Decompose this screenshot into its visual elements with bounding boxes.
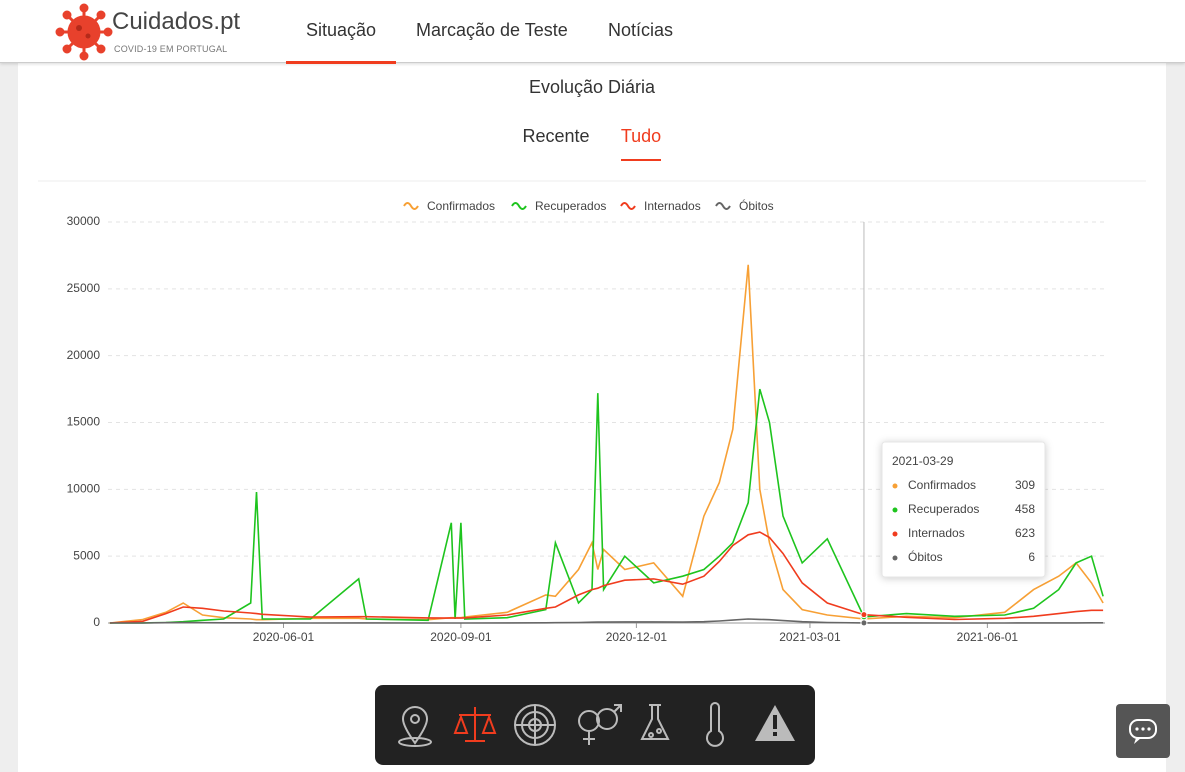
tooltip-value: 458 [1015, 502, 1035, 516]
logo-subtitle: COVID-19 EM PORTUGAL [114, 44, 228, 54]
toolbar [375, 685, 815, 765]
y-tick-label: 10000 [67, 482, 101, 496]
y-tick-label: 30000 [67, 214, 101, 228]
x-tick-label: 2020-06-01 [253, 630, 315, 644]
tooltip-value: 309 [1015, 478, 1035, 492]
tooltip-dot [892, 483, 898, 489]
tooltip: 2021-03-29 Confirmados 309 Recuperados 458 In… [881, 441, 1046, 578]
chat-icon [1129, 719, 1157, 744]
y-tick-label: 5000 [73, 548, 100, 562]
tooltip-value: 6 [1028, 550, 1035, 564]
legend-item[interactable]: Recuperados [511, 199, 606, 213]
legend-icon [403, 202, 419, 210]
y-tick-label: 25000 [67, 281, 101, 295]
gender-icon[interactable] [578, 704, 622, 745]
legend-label: Óbitos [739, 198, 774, 213]
x-tick-label: 2020-12-01 [606, 630, 668, 644]
tooltip-box [881, 441, 1046, 578]
legend-item[interactable]: Confirmados [403, 199, 495, 213]
top-bar: Cuidados.pt COVID-19 EM PORTUGAL Situaçã… [0, 0, 1185, 64]
section-title: Evolução Diária [529, 77, 656, 97]
legend-label: Confirmados [427, 199, 495, 213]
tooltip-name: Óbitos [908, 549, 943, 564]
balance-icon[interactable] [453, 707, 497, 742]
tooltip-name: Recuperados [908, 502, 979, 516]
nav-link[interactable]: Situação [306, 20, 377, 40]
tab[interactable]: Tudo [621, 126, 661, 146]
toolbar-icons [398, 702, 795, 747]
tab[interactable]: Recente [522, 126, 589, 146]
tooltip-name: Confirmados [908, 478, 976, 492]
y-tick-label: 0 [93, 615, 100, 629]
chat-button[interactable] [1116, 704, 1170, 758]
tooltip-name: Internados [908, 526, 965, 540]
tooltip-date: 2021-03-29 [892, 454, 954, 468]
legend-icon [715, 202, 731, 210]
logo-icon [55, 3, 113, 61]
legend-label: Recuperados [535, 199, 606, 213]
legend-item[interactable]: Internados [620, 199, 701, 213]
legend-label: Internados [644, 199, 701, 213]
tooltip-dot [892, 531, 898, 537]
nav-link[interactable]: Notícias [608, 20, 674, 40]
highlight-point [860, 619, 868, 627]
map-icon[interactable] [398, 706, 432, 747]
legend-item[interactable]: Óbitos [715, 198, 774, 213]
highlight-point [860, 611, 868, 619]
alert-icon[interactable] [755, 705, 795, 741]
series-line [109, 531, 1104, 624]
tooltip-dot [892, 555, 898, 561]
tab-indicator [621, 159, 661, 161]
series-line [109, 618, 1104, 624]
logo-title[interactable]: Cuidados.pt [112, 8, 241, 35]
radar-icon[interactable] [514, 704, 556, 746]
x-tick-label: 2021-06-01 [957, 630, 1019, 644]
x-tick-label: 2020-09-01 [430, 630, 492, 644]
thermometer-icon[interactable] [706, 702, 724, 747]
tooltip-value: 623 [1015, 526, 1035, 540]
x-tick-label: 2021-03-01 [779, 630, 841, 644]
legend-icon [620, 202, 636, 210]
series-line [109, 388, 1104, 624]
active-indicator [286, 61, 396, 64]
y-tick-label: 15000 [67, 415, 101, 429]
legend-icon [511, 202, 527, 210]
nav-link[interactable]: Marcação de Teste [416, 20, 568, 40]
y-tick-label: 20000 [67, 348, 101, 362]
flask-icon[interactable] [640, 704, 670, 740]
tooltip-dot [892, 507, 898, 513]
